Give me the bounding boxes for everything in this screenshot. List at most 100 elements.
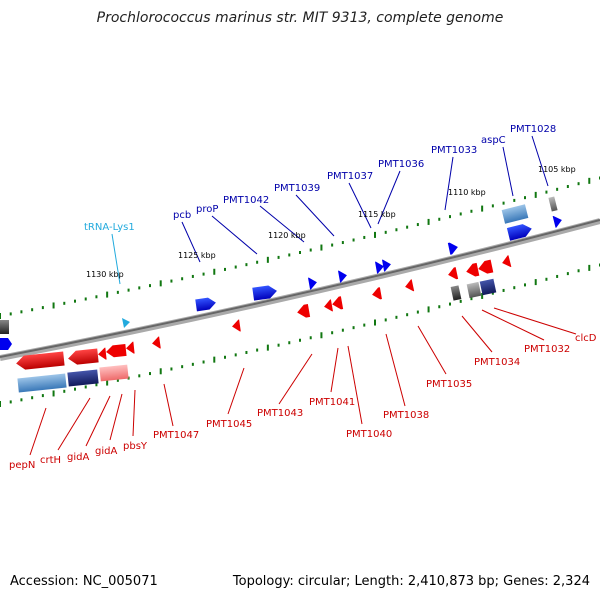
- trna-gene[interactable]: [122, 318, 130, 328]
- tick-mark: [74, 299, 76, 303]
- tick-mark: [277, 343, 280, 347]
- tick-mark: [427, 218, 430, 225]
- tick-mark: [374, 319, 376, 326]
- tick-mark: [31, 308, 34, 312]
- label-leader: [29, 407, 47, 456]
- forward-gene[interactable]: [506, 222, 533, 241]
- tick-mark: [513, 198, 516, 202]
- label-leader: [163, 383, 174, 427]
- tick-mark: [449, 302, 451, 306]
- tick-mark: [170, 367, 173, 371]
- kbp-label: 1115 kbp: [358, 210, 396, 219]
- reverse-gene-box[interactable]: [67, 369, 99, 387]
- tick-mark: [159, 368, 162, 375]
- tick-mark: [481, 205, 484, 212]
- reverse-gene[interactable]: [125, 341, 135, 355]
- reverse-gene-box[interactable]: [466, 281, 482, 299]
- reverse-gene-box[interactable]: [479, 278, 497, 296]
- forward-gene-box[interactable]: [0, 320, 9, 334]
- forward-gene[interactable]: [552, 214, 564, 228]
- reverse-gene[interactable]: [465, 262, 480, 278]
- tick-mark: [170, 279, 173, 283]
- forward-gene[interactable]: [338, 269, 348, 283]
- tick-mark: [320, 244, 323, 251]
- tick-mark: [513, 286, 516, 290]
- tick-mark: [149, 284, 151, 288]
- forward-gene[interactable]: [375, 260, 385, 274]
- forward-gene[interactable]: [195, 297, 216, 312]
- label-leader: [211, 215, 258, 255]
- reverse-gene[interactable]: [105, 343, 127, 358]
- tick-mark: [245, 263, 248, 267]
- trna-gene-label: tRNA-Lys1: [84, 222, 135, 233]
- reverse-gene[interactable]: [296, 304, 311, 319]
- tick-mark: [524, 283, 526, 287]
- label-leader: [295, 194, 335, 237]
- tick-mark: [191, 362, 194, 366]
- label-leader: [111, 233, 121, 285]
- reverse-gene[interactable]: [404, 279, 415, 292]
- reverse-gene-label: PMT1047: [153, 430, 199, 441]
- tick-mark: [416, 223, 419, 227]
- reverse-gene[interactable]: [231, 319, 241, 333]
- reverse-gene[interactable]: [151, 336, 161, 350]
- label-leader: [417, 325, 447, 375]
- forward-gene[interactable]: [252, 284, 278, 301]
- label-leader: [57, 397, 91, 451]
- forward-gene-label: PMT1028: [510, 124, 556, 135]
- reverse-gene-box[interactable]: [450, 285, 462, 301]
- tick-mark: [31, 396, 34, 400]
- forward-gene[interactable]: [447, 241, 459, 255]
- tick-mark: [9, 400, 12, 404]
- reverse-gene-label: PMT1043: [257, 408, 303, 419]
- reverse-gene-box[interactable]: [99, 364, 129, 382]
- tick-mark: [74, 387, 76, 391]
- tick-mark: [127, 288, 130, 292]
- tick-mark: [95, 295, 98, 299]
- tick-mark: [84, 385, 87, 389]
- reverse-gene[interactable]: [477, 259, 494, 276]
- reverse-gene[interactable]: [501, 255, 512, 269]
- tick-mark: [395, 228, 398, 232]
- reverse-gene[interactable]: [323, 299, 333, 312]
- forward-gene-box[interactable]: [548, 196, 558, 212]
- forward-gene-box[interactable]: [501, 204, 529, 224]
- reverse-gene-label: PMT1038: [383, 410, 429, 421]
- tick-mark: [588, 177, 591, 184]
- reverse-gene[interactable]: [15, 351, 65, 371]
- tick-mark: [534, 279, 537, 286]
- tick-mark: [20, 398, 23, 402]
- reverse-gene-box[interactable]: [17, 373, 67, 393]
- reverse-gene[interactable]: [371, 287, 382, 300]
- reverse-gene[interactable]: [447, 267, 459, 281]
- label-leader: [444, 156, 454, 211]
- tick-mark: [63, 301, 66, 305]
- tick-mark: [406, 225, 409, 229]
- reverse-gene[interactable]: [331, 296, 344, 311]
- tick-mark: [341, 328, 344, 332]
- tick-mark: [502, 201, 505, 205]
- label-leader: [227, 367, 245, 415]
- reverse-gene-label: PMT1040: [346, 429, 392, 440]
- forward-gene[interactable]: [382, 258, 392, 272]
- tick-mark: [9, 312, 12, 316]
- tick-mark: [288, 341, 291, 345]
- tick-mark: [288, 253, 291, 257]
- forward-gene[interactable]: [308, 276, 318, 290]
- reverse-gene-label: PMT1034: [474, 357, 520, 368]
- tick-mark: [224, 267, 226, 271]
- reverse-gene-label: PMT1035: [426, 379, 472, 390]
- gene-labels: 1130 kbp 1125 kbp 1120 kbp 1115 kbp 1110 kbp…: [9, 124, 597, 471]
- tick-mark: [534, 191, 537, 198]
- tick-mark: [234, 353, 237, 357]
- tick-mark: [299, 251, 301, 254]
- label-leader: [502, 146, 514, 197]
- tick-mark: [416, 310, 419, 314]
- reverse-gene[interactable]: [97, 347, 107, 361]
- forward-gene[interactable]: [0, 338, 12, 350]
- reverse-gene[interactable]: [67, 348, 99, 365]
- label-leader: [85, 395, 111, 447]
- tick-mark: [438, 305, 441, 309]
- reverse-gene-label: crtH: [40, 455, 61, 466]
- tick-mark: [363, 323, 366, 327]
